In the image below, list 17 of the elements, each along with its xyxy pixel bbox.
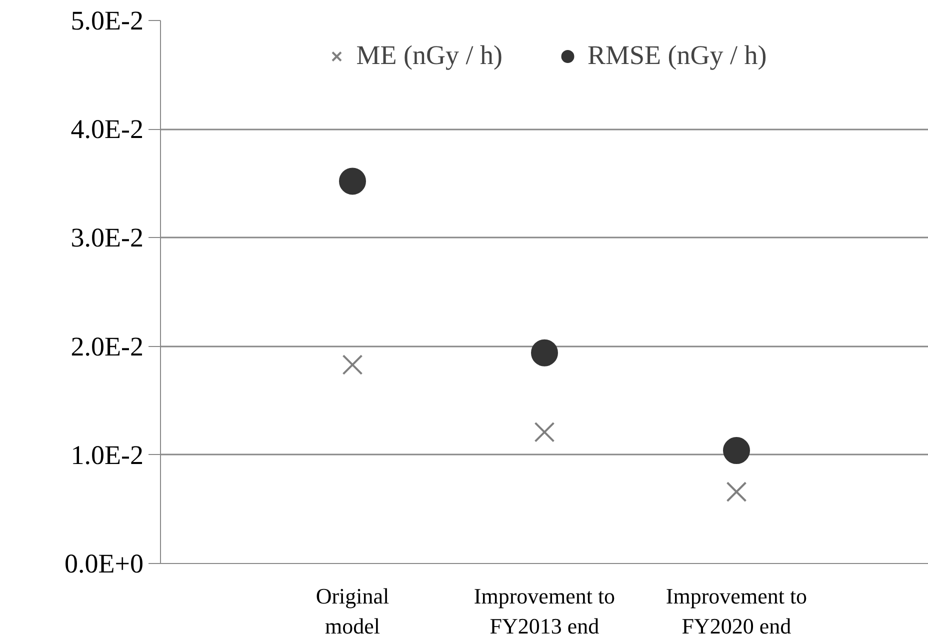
legend-label: RMSE (nGy / h) (587, 40, 767, 71)
point (534, 422, 555, 442)
y-tick-label: 4.0E-2 (70, 114, 144, 144)
x-tick-label: Improvement to FY2013 end (474, 584, 616, 638)
point (531, 339, 558, 366)
point (726, 482, 747, 502)
legend-label: ME (nGy / h) (356, 40, 502, 71)
y-tick-label: 0.0E+0 (64, 548, 144, 578)
y-tick-label: 1.0E-2 (70, 440, 144, 470)
y-tick-label: 3.0E-2 (70, 222, 144, 253)
point (342, 354, 363, 375)
point (339, 168, 366, 195)
x-tick-label: Original model (316, 584, 390, 638)
y-tick-label: 2.0E-2 (70, 331, 144, 362)
x-tick-label: Improvement to FY2020 end (666, 584, 808, 638)
point (723, 437, 750, 464)
y-tick-label: 5.0E-2 (70, 6, 144, 36)
